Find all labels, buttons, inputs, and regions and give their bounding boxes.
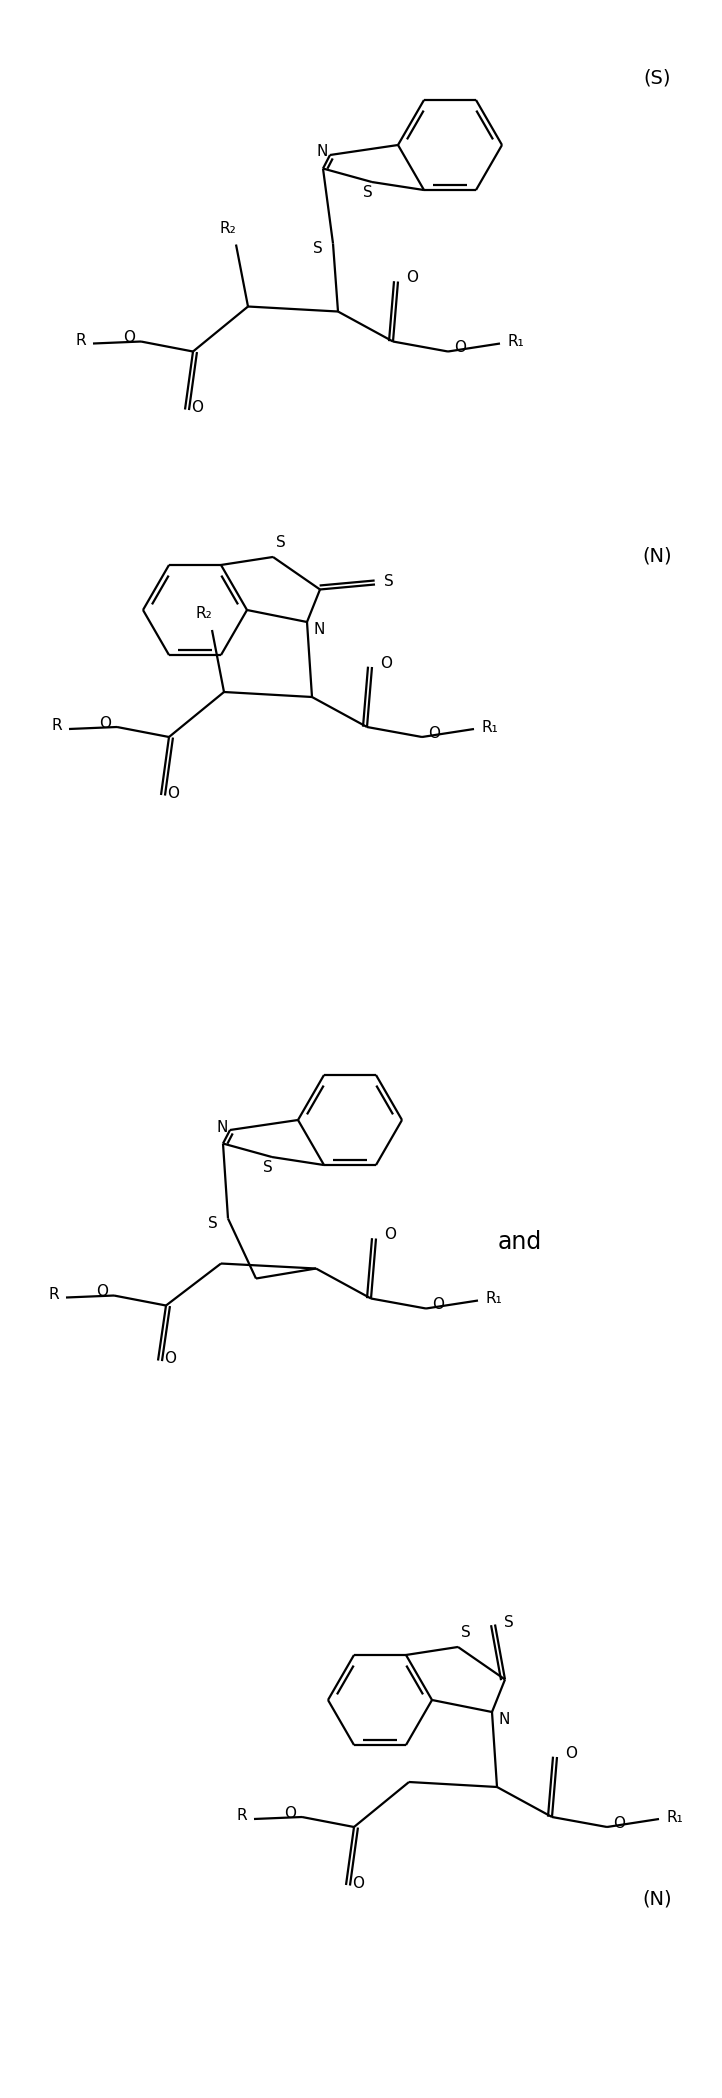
Text: N: N xyxy=(313,623,325,638)
Text: O: O xyxy=(284,1806,296,1821)
Text: O: O xyxy=(406,271,418,285)
Text: N: N xyxy=(498,1712,510,1727)
Text: R₁: R₁ xyxy=(486,1290,503,1307)
Text: N: N xyxy=(217,1120,227,1135)
Text: (N): (N) xyxy=(642,545,672,566)
Text: O: O xyxy=(352,1876,364,1890)
Text: S: S xyxy=(208,1217,218,1232)
Text: O: O xyxy=(123,329,135,344)
Text: O: O xyxy=(191,401,203,415)
Text: and: and xyxy=(497,1229,542,1255)
Text: (S): (S) xyxy=(643,67,671,88)
Text: S: S xyxy=(263,1160,273,1175)
Text: S: S xyxy=(461,1626,471,1641)
Text: O: O xyxy=(164,1351,176,1366)
Text: O: O xyxy=(454,340,466,355)
Text: R: R xyxy=(52,718,62,734)
Text: R₂: R₂ xyxy=(219,220,236,235)
Text: S: S xyxy=(363,185,373,199)
Text: R: R xyxy=(48,1286,59,1303)
Text: O: O xyxy=(565,1746,577,1760)
Text: R₁: R₁ xyxy=(482,720,498,734)
Text: O: O xyxy=(428,726,440,741)
Text: R₁: R₁ xyxy=(508,334,524,348)
Text: O: O xyxy=(613,1815,625,1829)
Text: (N): (N) xyxy=(642,1888,672,1909)
Text: O: O xyxy=(96,1284,108,1299)
Text: O: O xyxy=(167,785,179,801)
Text: R: R xyxy=(237,1808,248,1823)
Text: S: S xyxy=(384,575,394,590)
Text: S: S xyxy=(313,241,323,256)
Text: R₂: R₂ xyxy=(196,606,212,621)
Text: O: O xyxy=(99,715,111,730)
Text: O: O xyxy=(384,1227,396,1242)
Text: O: O xyxy=(432,1297,444,1311)
Text: S: S xyxy=(504,1615,514,1630)
Text: R: R xyxy=(76,334,87,348)
Text: N: N xyxy=(316,145,328,159)
Text: R₁: R₁ xyxy=(666,1808,684,1825)
Text: O: O xyxy=(380,655,392,671)
Text: S: S xyxy=(276,535,286,550)
